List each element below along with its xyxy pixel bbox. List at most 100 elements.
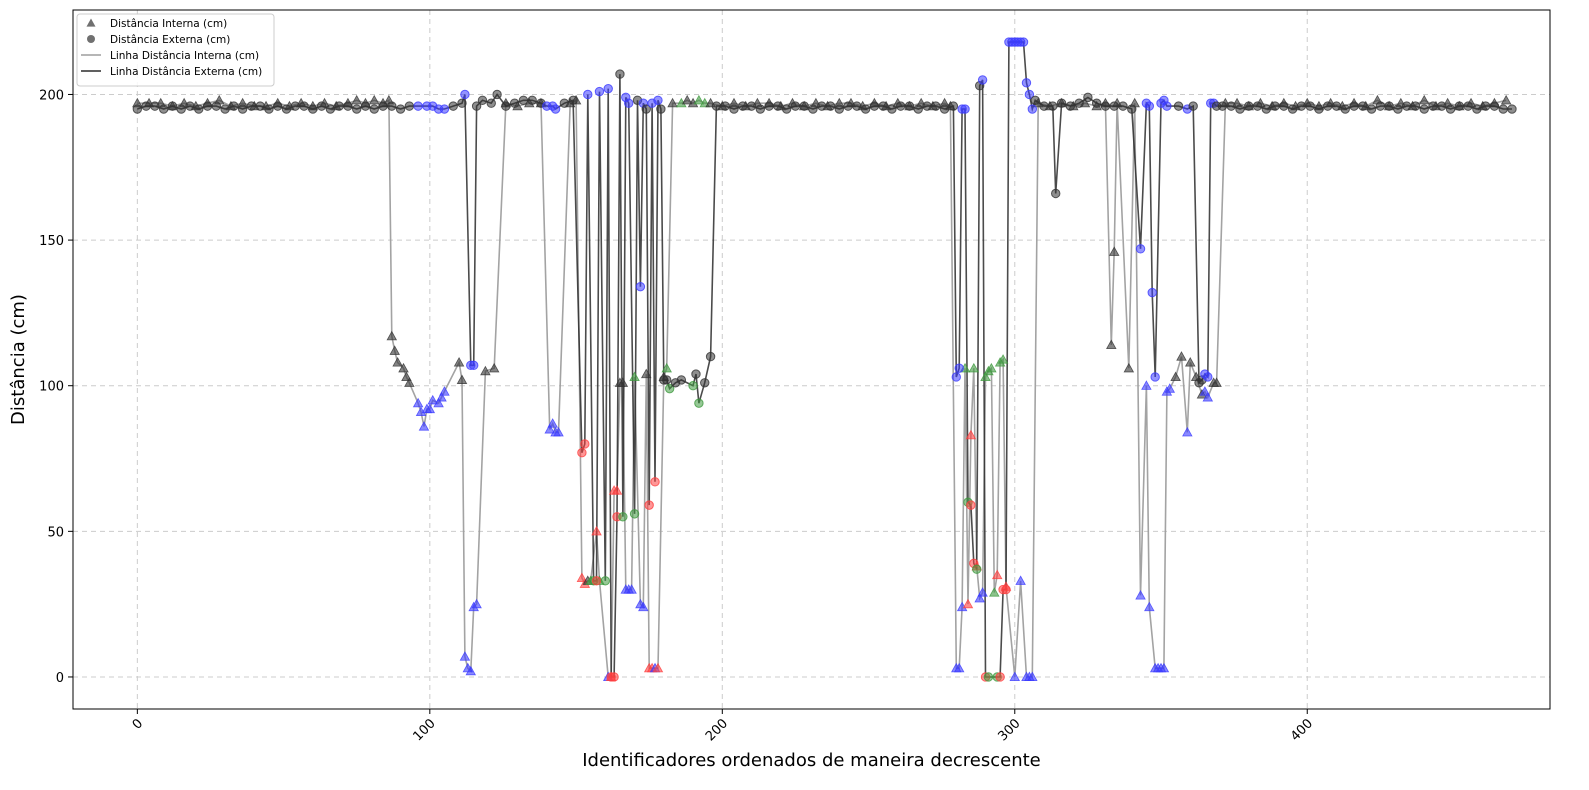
data-point-interna [1170, 371, 1181, 382]
y-tick-label: 100 [39, 380, 64, 395]
data-point-externa [1135, 244, 1146, 254]
legend-label: Linha Distância Interna (cm) [110, 50, 259, 62]
data-point-interna [1164, 383, 1176, 393]
data-point-externa [1018, 37, 1029, 47]
data-point-interna [418, 421, 430, 431]
data-point-externa [808, 104, 818, 114]
data-point-externa [1305, 101, 1315, 111]
data-point-externa [132, 104, 143, 114]
data-point-externa [468, 360, 479, 371]
data-point-interna [681, 94, 693, 105]
legend-label: Distância Externa (cm) [110, 34, 230, 46]
data-point-externa [387, 101, 397, 111]
data-point-externa [1419, 104, 1429, 114]
data-point-externa [518, 95, 529, 105]
data-point-interna [386, 330, 398, 341]
data-point-externa [1030, 95, 1040, 105]
data-point-externa [834, 104, 844, 114]
data-point-externa [662, 375, 672, 385]
data-point-externa [635, 281, 646, 292]
grid [73, 10, 1550, 709]
data-point-externa [904, 101, 915, 111]
data-point-externa [618, 512, 628, 522]
data-point-externa [688, 381, 698, 391]
data-point-externa [1375, 101, 1386, 111]
legend-triangle-marker [86, 18, 96, 27]
data-point-externa [852, 101, 862, 111]
data-point-interna [351, 94, 362, 105]
data-point-externa [457, 98, 467, 108]
data-point-externa [1366, 104, 1377, 114]
data-point-interna [404, 377, 415, 387]
data-point-externa [237, 104, 248, 114]
data-point-externa [1287, 104, 1298, 114]
data-point-interna [392, 356, 403, 367]
data-point-externa [629, 509, 640, 519]
data-point-externa [615, 69, 625, 79]
data-point-externa [471, 101, 482, 111]
data-point-interna [1211, 377, 1222, 387]
data-point-externa [395, 104, 406, 114]
data-point-externa [977, 75, 988, 85]
data-point-externa [641, 104, 651, 114]
data-point-interna [1106, 339, 1117, 350]
data-point-externa [1226, 101, 1236, 111]
data-point-interna [638, 601, 649, 612]
legend-label: Linha Distância Externa (cm) [110, 66, 262, 78]
data-point-externa [1024, 89, 1035, 100]
data-point-externa [972, 564, 982, 574]
data-point-interna [989, 587, 1000, 597]
data-point-externa [1150, 372, 1160, 382]
data-point-externa [755, 104, 766, 114]
data-point-externa [983, 672, 994, 682]
data-point-externa [1065, 101, 1076, 111]
data-point-interna [1500, 94, 1512, 105]
data-point-externa [1048, 101, 1058, 111]
data-point-externa [825, 101, 836, 111]
data-point-externa [299, 101, 309, 111]
data-point-externa [1463, 101, 1473, 111]
data-point-externa [913, 104, 923, 114]
legend-circle-marker [87, 35, 95, 43]
data-point-externa [591, 576, 602, 586]
plot-area-frame [72, 9, 1551, 710]
data-point-externa [664, 383, 675, 394]
data-point-externa [705, 351, 716, 362]
y-tick-label: 50 [47, 525, 64, 540]
data-point-interna [1158, 662, 1170, 673]
data-point-externa [527, 95, 537, 105]
data-point-externa [694, 398, 704, 408]
data-point-interna [471, 598, 482, 609]
data-point-externa [878, 101, 888, 111]
data-point-interna [553, 426, 564, 437]
data-point-interna [626, 584, 637, 594]
data-point-externa [609, 672, 619, 682]
data-point-externa [352, 104, 362, 114]
data-point-externa [255, 101, 265, 111]
data-point-interna [980, 371, 991, 382]
data-point-externa [948, 101, 959, 111]
data-point-externa [141, 101, 151, 111]
data-point-externa [1162, 101, 1172, 111]
data-point-externa [738, 101, 748, 111]
data-point-externa [860, 104, 871, 114]
series-markers [132, 37, 1517, 682]
data-point-externa [550, 104, 561, 114]
data-point-externa [1489, 101, 1500, 111]
data-point-externa [1340, 104, 1350, 114]
data-point-externa [1109, 101, 1119, 111]
data-point-externa [1480, 101, 1491, 111]
data-point-externa [220, 104, 230, 114]
data-point-externa [790, 101, 801, 111]
data-point-interna [986, 362, 997, 373]
data-point-externa [1498, 104, 1508, 114]
data-point-externa [653, 95, 663, 105]
data-point-externa [1056, 98, 1067, 108]
data-point-externa [1393, 104, 1403, 114]
data-point-interna [611, 485, 623, 495]
data-point-externa [290, 101, 300, 111]
data-point-externa [1358, 101, 1368, 111]
legend: Distância Interna (cm) Distância Externa … [76, 13, 275, 87]
data-point-interna [591, 525, 602, 536]
data-point-externa [922, 101, 932, 111]
